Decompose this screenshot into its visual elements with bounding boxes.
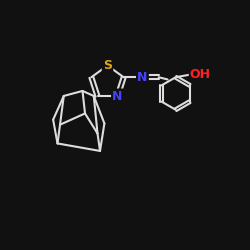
Text: N: N: [112, 90, 123, 103]
Text: S: S: [103, 59, 112, 72]
Text: OH: OH: [190, 68, 210, 81]
Text: N: N: [137, 71, 147, 84]
